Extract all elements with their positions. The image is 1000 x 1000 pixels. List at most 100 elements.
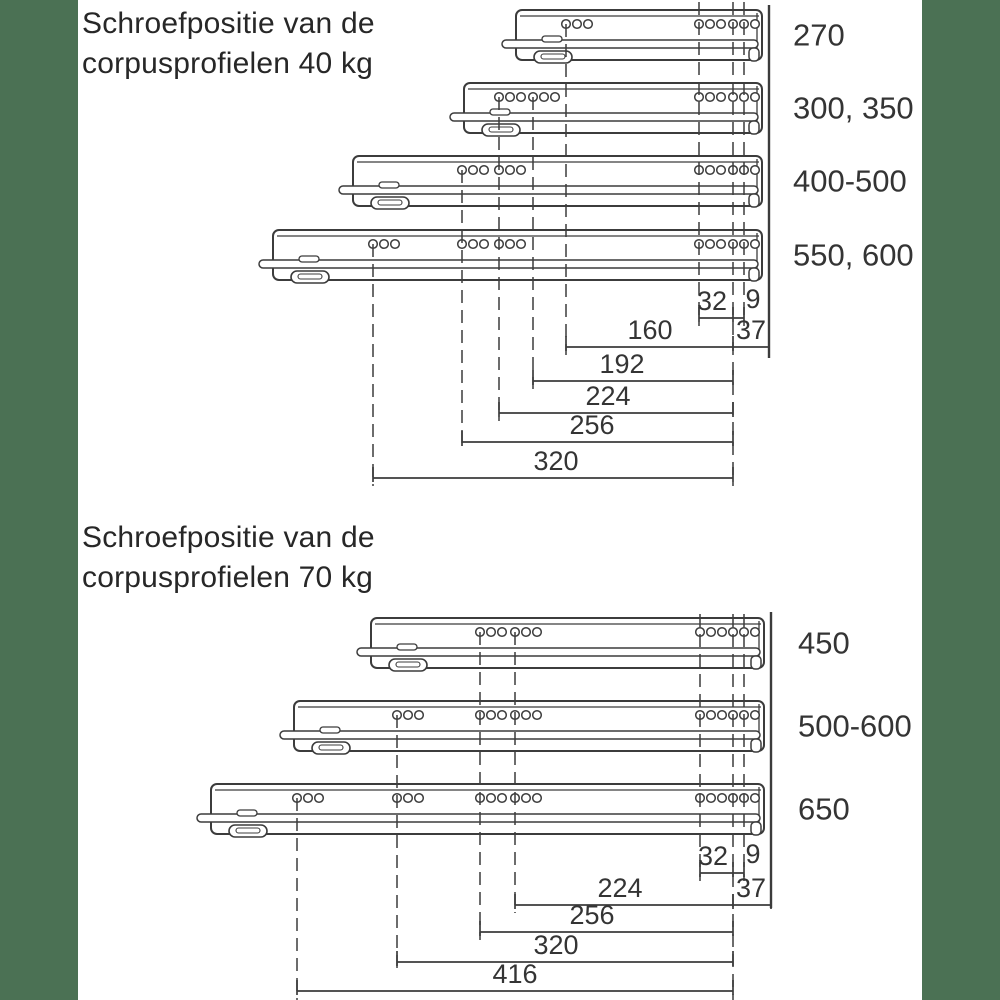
screw-hole [538, 91, 550, 103]
rail-length-label: 550, 600 [793, 238, 914, 273]
rail-body [210, 783, 765, 835]
rail-body [272, 229, 763, 281]
screw-hole [582, 18, 594, 30]
rear-hook [748, 47, 760, 62]
screw-hole [716, 709, 728, 721]
title-line: Schroefpositie van de [82, 7, 375, 40]
left-accent-bar [0, 0, 78, 1000]
screw-hole [478, 164, 490, 176]
screw-hole [749, 91, 761, 103]
screw-hole [402, 792, 414, 804]
screw-hole [520, 709, 532, 721]
screw-hole [496, 626, 508, 638]
rail-body [370, 617, 765, 669]
latch-lever [236, 809, 258, 817]
runner-band [501, 39, 759, 49]
dimension-value-192: 192 [599, 349, 644, 379]
rail-body [352, 155, 763, 207]
screw-hole [749, 792, 761, 804]
dimension-value-37: 37 [736, 315, 766, 345]
rear-hook [748, 267, 760, 282]
runner-band [449, 112, 759, 122]
dimension-value-32: 32 [697, 286, 727, 316]
latch-inner [540, 53, 566, 60]
latch-lever [396, 643, 418, 651]
screw-hole [705, 792, 717, 804]
rail-length-label: 300, 350 [793, 91, 914, 126]
runner-band [258, 259, 759, 269]
screw-hole [302, 792, 314, 804]
dimension-value-256: 256 [569, 410, 614, 440]
screw-hole [504, 164, 516, 176]
dimension-value-9: 9 [745, 839, 760, 869]
screw-hole [704, 18, 716, 30]
screw-hole [531, 626, 543, 638]
dimension-value-37: 37 [736, 873, 766, 903]
screw-hole [705, 626, 717, 638]
screw-hole [749, 626, 761, 638]
rail-length-label: 270 [793, 18, 845, 53]
right-accent-bar [922, 0, 1000, 1000]
screw-hole [704, 238, 716, 250]
rail-300-350 [449, 82, 763, 137]
latch-inner [318, 744, 344, 751]
screw-hole [496, 792, 508, 804]
screw-hole [715, 238, 727, 250]
rail-550-600 [258, 229, 763, 284]
screw-hole [705, 709, 717, 721]
rail-length-label: 650 [798, 792, 850, 827]
screw-hole [402, 709, 414, 721]
screw-hole [313, 792, 325, 804]
dimension-value-9: 9 [745, 284, 760, 314]
runner-band [196, 813, 761, 823]
dimension-value-224: 224 [597, 873, 642, 903]
screw-hole [520, 626, 532, 638]
rear-hook [750, 821, 762, 836]
screw-hole [496, 709, 508, 721]
screw-hole [467, 238, 479, 250]
dimension-value-224: 224 [585, 381, 630, 411]
screw-hole [504, 91, 516, 103]
latch-inner [235, 827, 261, 834]
rail-500-600 [279, 700, 765, 755]
screw-hole [485, 626, 497, 638]
section-title-70kg: Schroefpositie van de corpusprofielen 70… [82, 518, 375, 598]
latch-inner [377, 199, 403, 206]
rear-hook [750, 655, 762, 670]
screw-hole [715, 91, 727, 103]
runner-band [279, 730, 761, 740]
rail-270 [501, 9, 763, 64]
screw-hole [413, 792, 425, 804]
rail-length-label: 500-600 [798, 709, 912, 744]
screw-hole [549, 91, 561, 103]
title-line: corpusprofielen 70 kg [82, 561, 374, 594]
latch-inner [488, 126, 514, 133]
screw-hole [515, 164, 527, 176]
title-line: corpusprofielen 40 kg [82, 47, 374, 80]
screw-hole [504, 238, 516, 250]
screw-hole [515, 238, 527, 250]
screw-hole [716, 626, 728, 638]
rail-body [293, 700, 765, 752]
screw-hole [413, 709, 425, 721]
screw-hole [485, 709, 497, 721]
screw-hole [531, 709, 543, 721]
rail-length-label: 450 [798, 626, 850, 661]
screw-hole [571, 18, 583, 30]
latch-lever [319, 726, 341, 734]
latch-inner [395, 661, 421, 668]
screw-hole [715, 164, 727, 176]
rail-450 [356, 617, 765, 672]
screw-hole [478, 238, 490, 250]
rail-650 [196, 783, 765, 838]
screw-hole [749, 238, 761, 250]
screw-hole [389, 238, 401, 250]
latch-lever [378, 181, 400, 189]
screw-hole [749, 164, 761, 176]
dimension-value-320: 320 [533, 930, 578, 960]
screw-hole [531, 792, 543, 804]
dimension-value-416: 416 [492, 959, 537, 989]
section-title-40kg: Schroefpositie van de corpusprofielen 40… [82, 4, 375, 84]
dimension-value-256: 256 [569, 900, 614, 930]
rear-hook [748, 193, 760, 208]
